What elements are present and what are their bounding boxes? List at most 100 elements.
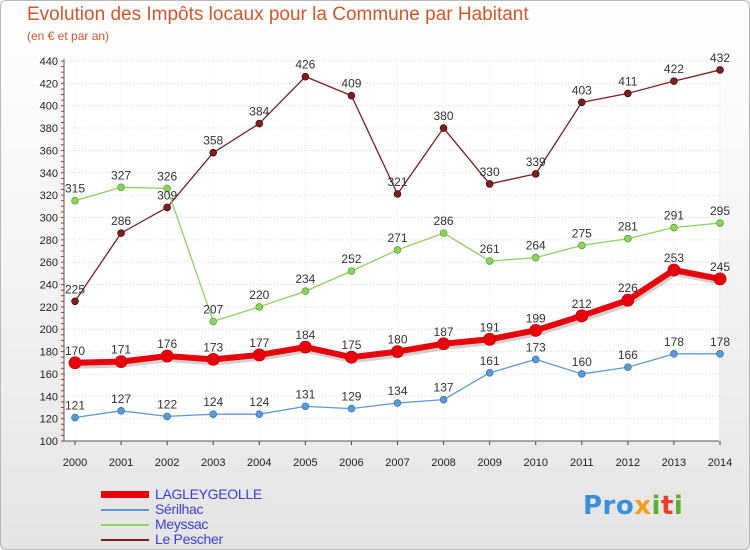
y-tick-label: 260 [40,257,58,269]
data-label-meyssac: 291 [664,209,684,223]
data-label-serilhac: 121 [65,399,85,413]
axes: 100 120 140 160 180 200 220 240 260 280 300 320 340 3… [40,56,733,469]
data-label-lagleygeolle: 212 [572,297,592,311]
data-point-le-pescher [485,180,494,188]
data-label-lagleygeolle: 253 [664,251,684,265]
data-point-le-pescher [716,66,724,74]
data-label-lagleygeolle: 199 [526,311,546,325]
legend-swatch [101,524,149,526]
x-tick-label: 2001 [109,457,133,469]
x-tick-label: 2012 [616,457,640,469]
plot-area [64,61,719,441]
logo-letter: x [634,491,652,521]
data-point-le-pescher [255,119,264,128]
proxiti-logo: Proxiti [583,491,683,521]
data-label-serilhac: 137 [434,381,454,395]
data-point-serilhac [577,370,586,378]
data-point-serilhac [393,399,402,407]
logo-letter: i [651,491,661,521]
data-label-le-pescher: 422 [664,62,684,76]
data-point-serilhac [209,410,218,418]
x-tick-label: 2013 [662,457,686,469]
data-label-le-pescher: 358 [203,134,223,148]
data-label-le-pescher: 380 [434,109,454,123]
x-tick-label: 2008 [431,457,455,469]
data-point-le-pescher [117,229,125,237]
data-point-meyssac [347,267,356,275]
data-label-meyssac: 252 [341,252,361,266]
y-tick-label: 220 [40,302,58,314]
data-label-lagleygeolle: 176 [157,337,177,351]
data-label-serilhac: 122 [157,397,177,411]
y-tick-label: 360 [40,145,58,157]
data-point-lagleygeolle [298,340,312,354]
data-label-serilhac: 166 [618,348,638,362]
x-tick-label: 2003 [201,457,225,469]
legend-label: Sérilhac [155,501,204,517]
series [68,66,727,422]
data-point-lagleygeolle [114,355,128,369]
data-label-le-pescher: 403 [572,83,592,97]
data-label-lagleygeolle: 245 [710,260,730,274]
legend-label: Le Pescher [155,531,223,547]
data-point-serilhac [716,350,724,358]
data-point-serilhac [624,363,632,372]
data-label-meyssac: 271 [387,231,407,245]
data-label-le-pescher: 432 [710,51,730,65]
data-label-meyssac: 275 [572,226,592,240]
data-point-le-pescher [393,190,402,198]
data-label-serilhac: 127 [111,392,131,406]
data-point-serilhac [163,412,171,421]
x-tick-label: 2004 [247,457,271,469]
data-label-lagleygeolle: 170 [65,344,85,358]
data-point-lagleygeolle [621,293,635,307]
data-label-meyssac: 207 [203,302,223,316]
data-label-serilhac: 124 [249,395,269,409]
data-point-serilhac [71,413,79,422]
data-point-le-pescher [71,297,79,306]
data-point-serilhac [255,410,264,418]
legend-label: LAGLEYGEOLLE [155,486,262,502]
data-point-le-pescher [301,72,310,81]
y-tick-label: 400 [40,101,58,113]
y-tick-label: 280 [40,235,58,247]
data-label-meyssac: 326 [157,169,177,183]
data-point-meyssac [255,303,264,311]
grid [64,60,721,442]
y-tick-label: 120 [40,414,58,426]
x-tick-label: 2000 [63,457,87,469]
data-point-meyssac [716,219,724,227]
y-tick-label: 100 [40,436,58,448]
data-label-serilhac: 178 [710,335,730,349]
data-point-lagleygeolle [437,337,450,351]
data-label-meyssac: 286 [434,214,454,228]
data-point-le-pescher [439,124,448,132]
data-point-le-pescher [624,89,632,98]
data-label-serilhac: 134 [387,384,407,398]
logo-letter: i [673,491,684,521]
data-point-meyssac [117,183,125,192]
data-point-lagleygeolle [667,263,681,277]
data-point-meyssac [670,223,678,232]
data-point-lagleygeolle [345,350,358,364]
y-tick-label: 320 [40,190,58,202]
x-tick-label: 2014 [708,457,732,469]
data-label-lagleygeolle: 184 [295,328,315,342]
data-label-lagleygeolle: 171 [111,343,131,357]
data-point-lagleygeolle [252,348,266,362]
data-point-meyssac [71,196,79,205]
logo-letter: Pro [583,491,635,521]
data-label-meyssac: 220 [249,288,269,302]
y-tick-label: 340 [40,168,58,180]
data-point-serilhac [117,407,125,415]
data-label-meyssac: 315 [65,182,85,196]
x-tick-label: 2007 [385,457,409,469]
y-tick-label: 380 [40,123,58,135]
legend-swatch [101,509,149,511]
data-label-lagleygeolle: 175 [341,338,361,352]
legend-swatch [101,539,149,541]
x-tick-label: 2002 [155,457,179,469]
data-label-le-pescher: 286 [111,214,131,228]
chart-title: Evolution des Impôts locaux pour la Comm… [27,4,529,25]
